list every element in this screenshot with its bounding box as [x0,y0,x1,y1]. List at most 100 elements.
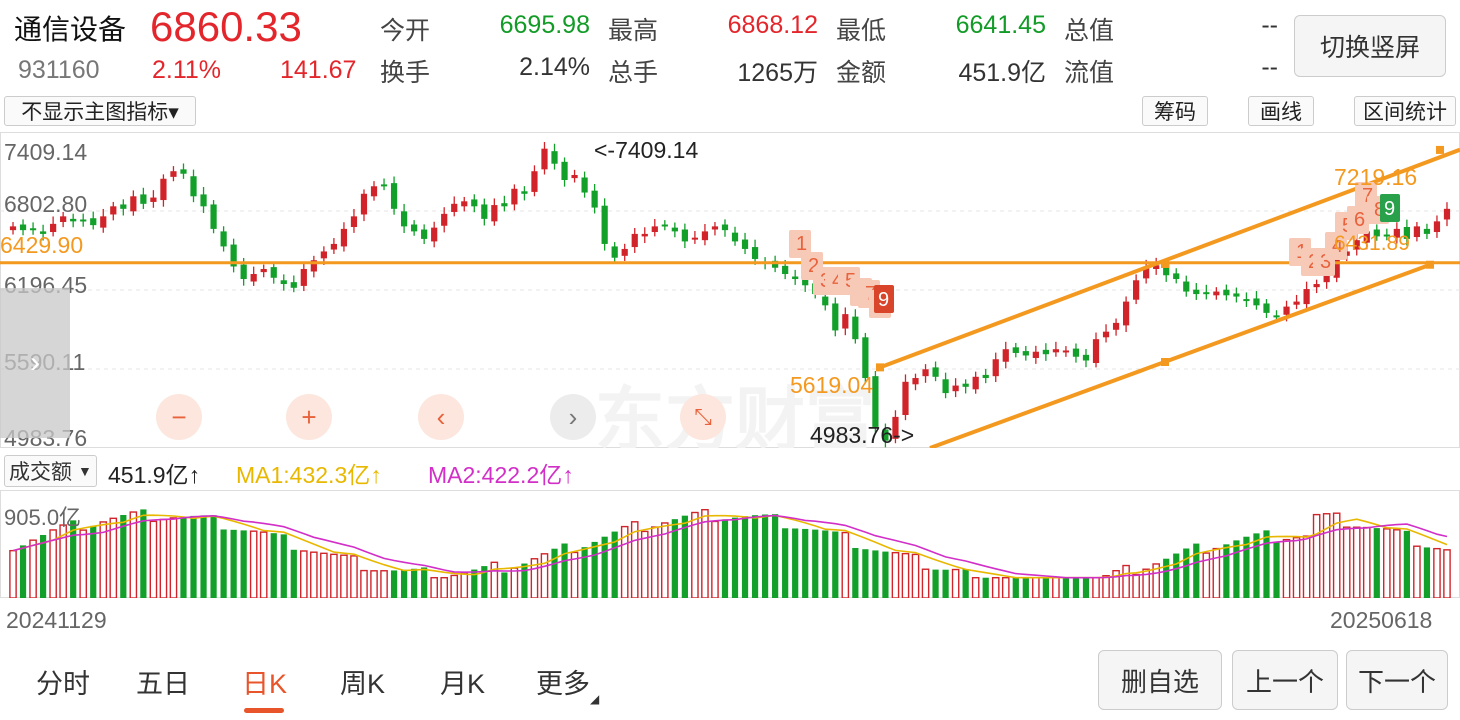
draw-line-button[interactable]: 画线 [1248,96,1314,126]
candle-body [1273,315,1280,318]
volume-bar [450,574,459,598]
scroll-right-button[interactable]: › [550,394,596,440]
volume-bar [180,516,187,598]
volume-bar [340,554,348,598]
volume-bar [982,577,989,598]
candle-body [380,184,388,187]
volume-bar [862,549,869,598]
candle-body [1333,257,1340,278]
candle-body [852,316,859,340]
volume-bar [812,529,819,598]
candle-body [300,268,307,286]
volume-bar [129,511,138,598]
volume-bar [620,525,629,598]
volume-bar [1092,577,1100,598]
tab-daily-k[interactable]: 日K [242,669,288,699]
channel-anchor [876,363,884,372]
zoom-out-button[interactable]: − [156,394,202,440]
chevron-left-icon: ‹ [436,401,446,432]
candle-body [691,237,699,240]
volume-bar [711,520,719,598]
candle-body [842,314,849,329]
candle-body [661,224,668,227]
candle-body [1373,229,1380,237]
candle-body [1183,281,1190,292]
volume-bar [671,519,678,598]
volume-bar [1163,558,1170,598]
candle-body [340,228,348,247]
high-label: 最高 [608,17,659,45]
sequence-number: 7 [1362,185,1373,207]
candle-body [1353,240,1360,250]
sequence-number: 1 [796,233,807,255]
sequence-number: 4 [1332,235,1343,257]
volume-bar [540,553,549,598]
tab-five-day[interactable]: 五日 [136,669,190,699]
float-value-label: 流值 [1064,59,1115,87]
candle-body [932,367,939,377]
chips-button[interactable]: 筹码 [1142,96,1208,126]
tab-more[interactable]: 更多◢ [536,669,600,706]
sequence-nine-badge [874,285,894,313]
candle-body [601,205,608,244]
volume-bar [370,570,378,598]
volume-chart[interactable] [0,490,1460,598]
candle-body [681,229,688,242]
sequence-nine-badge [1380,194,1400,222]
candle-body [1263,303,1270,313]
volume-bar [1132,573,1140,598]
volume-bar [320,552,328,598]
scroll-left-button[interactable]: ‹ [418,394,464,440]
kline-chart[interactable]: 东方财富 123456789123456789 [0,132,1460,448]
candle-body [50,223,57,233]
candle-body [651,226,658,233]
volume-bar [490,561,499,598]
previous-item-button[interactable]: 上一个 [1232,650,1338,710]
candle-body [310,260,317,272]
candle-body [110,206,117,215]
volume-bar [802,528,809,598]
zoom-in-button[interactable]: + [286,394,332,440]
volume-bar [481,566,488,598]
volume-bar [721,519,729,598]
volume-bar [1082,577,1090,598]
volume-bar [1403,530,1410,598]
candle-body [952,385,959,392]
volume-bar [230,529,237,598]
volume-bar [1183,548,1190,598]
candle-body [390,183,398,209]
switch-portrait-button[interactable]: 切换竖屏 [1294,15,1446,77]
candle-body [120,204,127,209]
remove-watchlist-button[interactable]: 删自选 [1098,650,1222,710]
candle-body [1363,231,1370,243]
next-item-button[interactable]: 下一个 [1346,650,1448,710]
range-stats-button[interactable]: 区间统计 [1354,96,1456,126]
volume-bar [1443,549,1451,598]
volume-bar [1193,543,1200,598]
candle-body [561,161,568,181]
candle-body [1173,273,1180,280]
volume-bar [1001,577,1010,598]
candle-body [130,196,137,212]
tab-monthly-k[interactable]: 月K [440,669,486,699]
volume-bar [650,526,659,598]
sequence-number: 6 [1354,209,1365,231]
volume-bar [350,555,358,598]
volume-bar [149,520,158,598]
volume-bar [1413,545,1421,598]
volume-bar [570,551,579,598]
volume-bar [79,529,88,598]
side-panel-toggle[interactable]: › [0,288,70,438]
volume-bar [1393,529,1401,598]
volume-bar [751,515,759,598]
volume-bar [240,530,247,598]
tab-intraday[interactable]: 分时 [36,669,90,699]
volume-indicator-select[interactable]: 成交额 ▼ [4,455,97,487]
volume-bar [70,520,77,598]
candle-body [531,171,538,192]
volume-bar [120,515,127,598]
shrink-button[interactable]: ⤡ [680,394,726,440]
indicator-select[interactable]: 不显示主图指标▾ [4,96,196,126]
tab-weekly-k[interactable]: 周K [340,669,386,699]
volume-bar [832,531,839,598]
